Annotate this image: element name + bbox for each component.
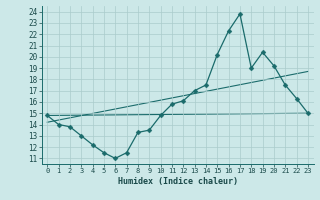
X-axis label: Humidex (Indice chaleur): Humidex (Indice chaleur) bbox=[118, 177, 237, 186]
